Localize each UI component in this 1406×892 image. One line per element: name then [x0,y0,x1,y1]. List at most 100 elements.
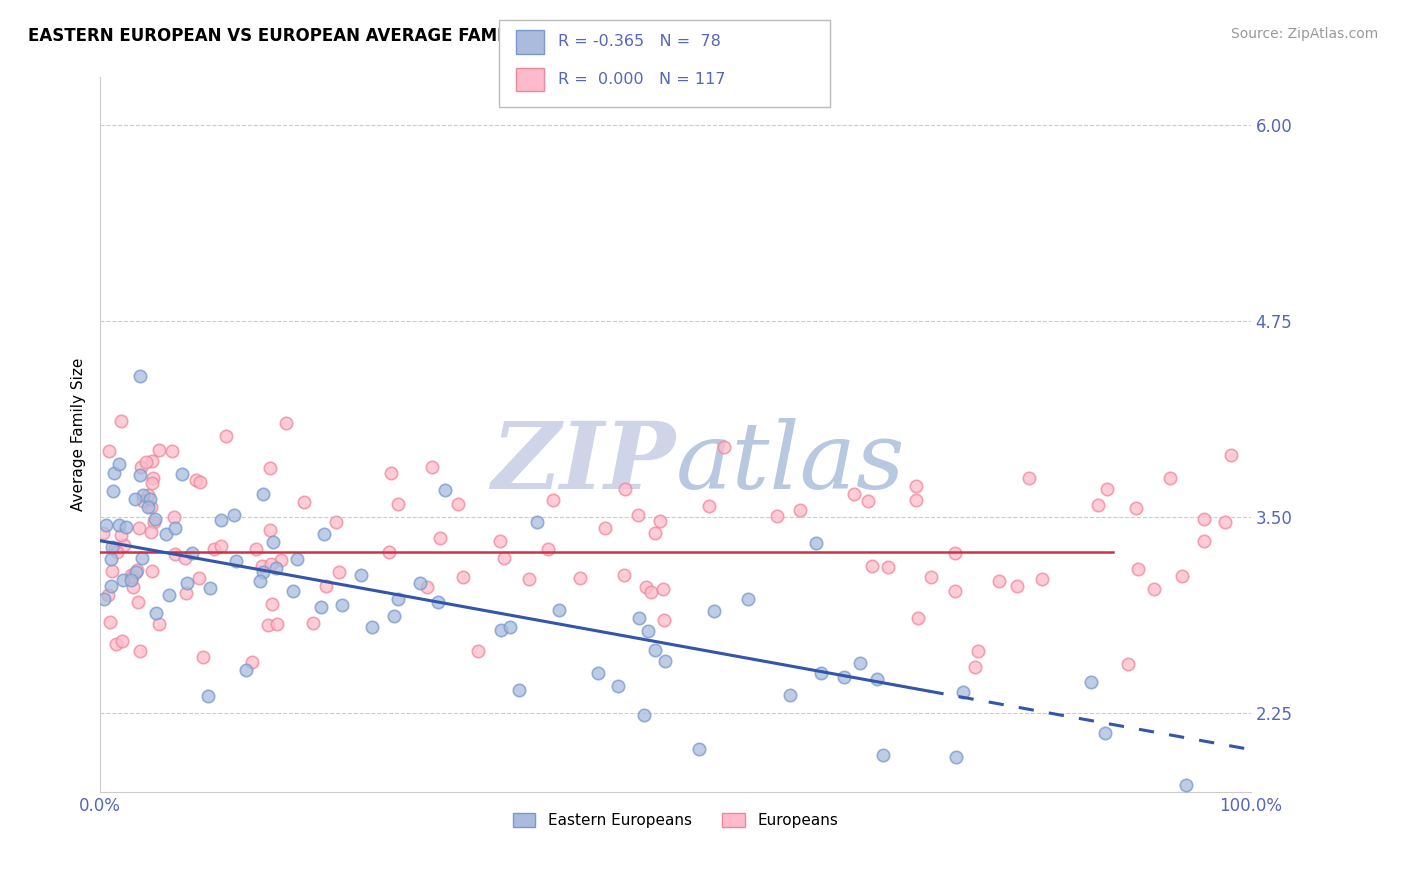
Point [1087,498,1109,512]
Point [262,597,284,611]
Text: Source: ZipAtlas.com: Source: ZipAtlas.com [1230,27,1378,41]
Text: ZIP: ZIP [491,418,675,508]
Point [1194,512,1216,526]
Point [160,444,183,458]
Text: EASTERN EUROPEAN VS EUROPEAN AVERAGE FAMILY SIZE CORRELATION CHART: EASTERN EUROPEAN VS EUROPEAN AVERAGE FAM… [28,27,776,45]
Point [128,521,150,535]
Y-axis label: Average Family Size: Average Family Size [72,358,86,511]
Point [606,679,628,693]
Point [138,500,160,515]
Point [1219,448,1241,462]
Point [644,525,666,540]
Point [129,368,152,383]
Point [613,568,636,582]
Point [131,493,153,508]
Point [420,460,443,475]
Point [697,499,720,513]
Point [644,642,666,657]
Point [139,500,162,514]
Point [703,604,725,618]
Point [157,588,180,602]
Point [111,634,134,648]
Point [330,598,353,612]
Point [129,468,152,483]
Point [252,486,274,500]
Point [139,492,162,507]
Point [1215,515,1237,529]
Point [1095,482,1118,496]
Point [105,544,128,558]
Point [328,565,350,579]
Point [426,595,449,609]
Point [380,466,402,480]
Point [270,552,292,566]
Point [1171,569,1194,583]
Point [860,558,883,573]
Point [467,644,489,658]
Point [101,483,124,498]
Point [1094,726,1116,740]
Point [1018,471,1040,485]
Point [541,493,564,508]
Point [110,414,132,428]
Point [141,524,163,539]
Point [94,517,117,532]
Point [97,588,120,602]
Point [765,508,787,523]
Point [148,442,170,457]
Point [872,748,894,763]
Point [163,509,186,524]
Point [260,557,283,571]
Point [637,624,659,639]
Point [249,574,271,588]
Point [174,585,197,599]
Point [170,467,193,482]
Point [952,685,974,699]
Point [112,538,135,552]
Point [377,545,399,559]
Point [165,547,187,561]
Point [266,616,288,631]
Point [115,519,138,533]
Point [810,666,832,681]
Point [1143,582,1166,596]
Point [905,479,928,493]
Point [408,576,430,591]
Point [1192,534,1215,549]
Point [856,494,879,508]
Point [124,491,146,506]
Point [240,655,263,669]
Point [188,475,211,489]
Point [107,458,129,472]
Point [876,560,898,574]
Point [361,619,384,633]
Point [141,475,163,490]
Point [907,611,929,625]
Point [652,613,675,627]
Point [499,620,522,634]
Point [844,487,866,501]
Point [866,672,889,686]
Point [187,571,209,585]
Point [963,660,986,674]
Point [104,637,127,651]
Point [387,497,409,511]
Point [245,542,267,557]
Point [593,521,616,535]
Point [197,689,219,703]
Point [779,689,801,703]
Point [141,454,163,468]
Point [1005,579,1028,593]
Point [97,444,120,458]
Point [1159,471,1181,485]
Point [209,513,232,527]
Point [134,455,156,469]
Point [214,429,236,443]
Point [129,459,152,474]
Point [136,488,159,502]
Point [209,539,232,553]
Point [1128,562,1150,576]
Point [489,624,512,638]
Point [292,495,315,509]
Point [301,615,323,630]
